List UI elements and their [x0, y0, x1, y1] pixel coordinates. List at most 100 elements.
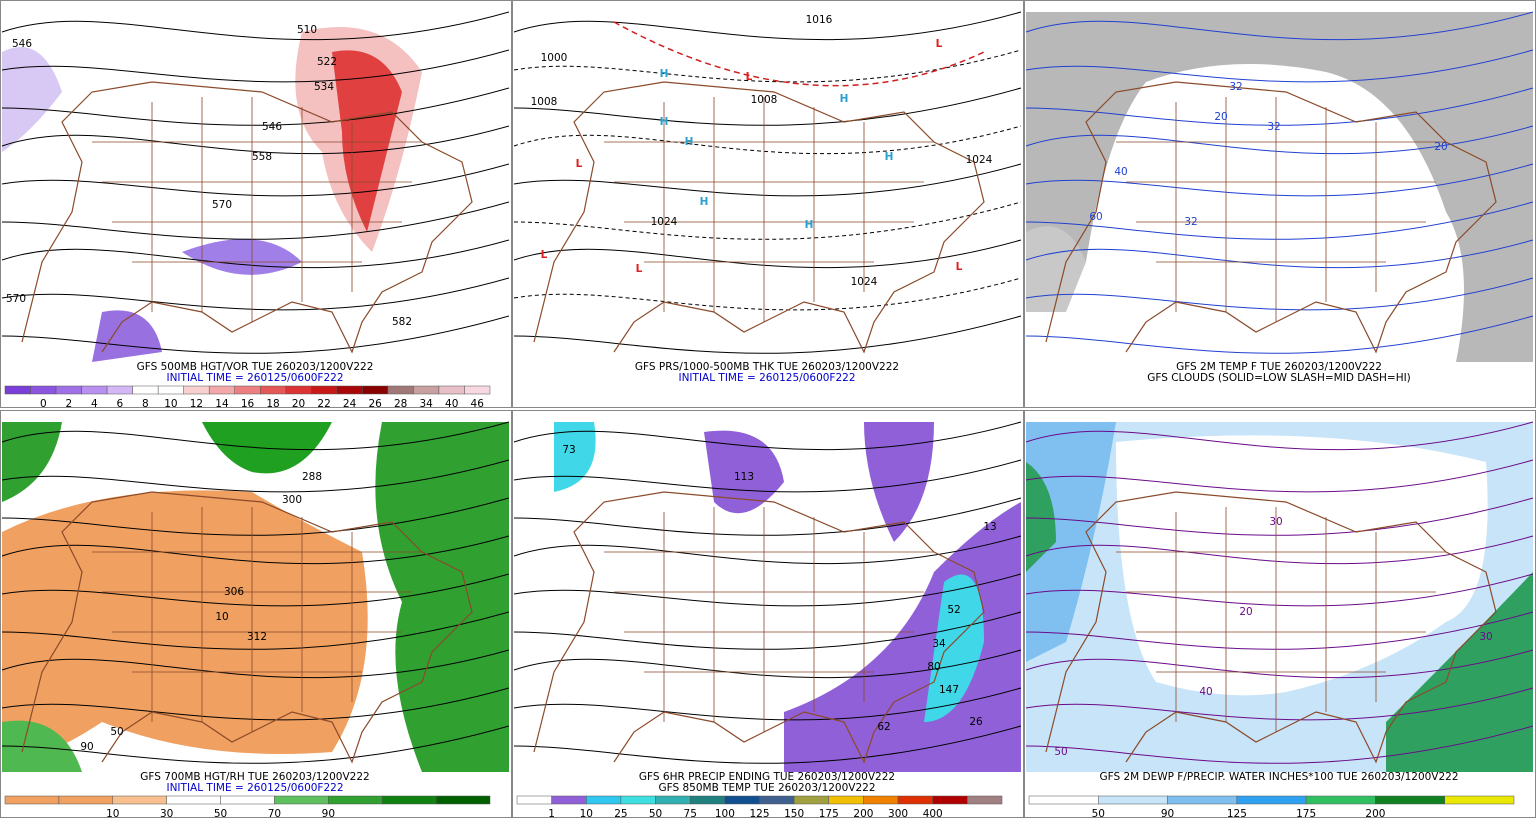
- colorbar-swatch: [932, 795, 968, 805]
- colorbar-label: 150: [784, 808, 804, 819]
- contour-label: 288: [302, 471, 322, 483]
- contour-label: 20: [1239, 606, 1252, 618]
- coastline: [1045, 81, 1497, 354]
- colorbar-label: 125: [749, 808, 769, 819]
- caption: INITIAL TIME = 260125/0600F222: [166, 782, 343, 794]
- shaded-area: [92, 310, 162, 362]
- pressure-center: L: [956, 261, 963, 273]
- map-panel: 32 32 32 20 20 40 60 GFS 2M TEMP F TUE 260203/1…: [1024, 0, 1536, 408]
- contour-line: [513, 277, 1022, 311]
- colorbar-label: 6: [117, 398, 124, 410]
- contour-label: 10: [215, 611, 228, 623]
- colorbar-swatch: [759, 795, 795, 805]
- shaded-area: [2, 422, 62, 502]
- colorbar-swatch: [274, 795, 329, 805]
- colorbar-label: 16: [241, 398, 255, 410]
- colorbar-swatch: [828, 795, 864, 805]
- contour-label: 20: [1214, 111, 1227, 123]
- contour-label: 40: [1199, 686, 1212, 698]
- pressure-center: H: [660, 116, 669, 128]
- caption: GFS 700MB HGT/RH TUE 260203/1200V222: [140, 771, 369, 783]
- colorbar-swatch: [81, 385, 108, 395]
- state-lines: [1116, 97, 1446, 322]
- colorbar-label: 30: [160, 808, 173, 819]
- colorbar-swatch: [183, 385, 210, 395]
- shaded-area: [1026, 12, 1533, 362]
- colorbar-label: 10: [580, 808, 593, 819]
- contour-label: 558: [252, 151, 272, 163]
- contour-line: [1, 649, 510, 679]
- contour-label: 60: [1089, 211, 1102, 223]
- pressure-center: H: [885, 151, 894, 163]
- contour-line: [1, 11, 510, 41]
- contour-label: 570: [212, 199, 232, 211]
- colorbar-swatch: [1444, 795, 1515, 805]
- colorbar-swatch: [1236, 795, 1307, 805]
- colorbar-swatch: [260, 385, 287, 395]
- shaded-area: [1026, 462, 1056, 572]
- contour-line: [1025, 725, 1534, 764]
- colorbar-swatch: [234, 385, 261, 395]
- contour-line: [1, 201, 510, 240]
- contour-line: [513, 497, 1022, 536]
- contour-label: 30: [1479, 631, 1492, 643]
- contour-line: [513, 725, 1022, 764]
- shaded-area: [2, 490, 368, 762]
- colorbar-label: 22: [317, 398, 330, 410]
- colorbar-label: 2: [65, 398, 72, 410]
- state-lines: [604, 507, 934, 732]
- contour-label: 32: [1184, 216, 1197, 228]
- contour-label: 32: [1267, 121, 1280, 133]
- contour-line: [1, 239, 510, 269]
- colorbar-swatch: [381, 795, 437, 805]
- colorbar-swatch: [157, 385, 184, 395]
- colorbar-swatch: [328, 795, 383, 805]
- colorbar-swatch: [551, 795, 587, 805]
- contour-line: [513, 649, 1022, 679]
- contour-line: [513, 163, 1022, 197]
- contour-line: [1025, 573, 1534, 607]
- colorbar-label: 400: [923, 808, 943, 819]
- contour-line: [513, 535, 1022, 565]
- map-area: 30 30 40 20 50: [1025, 421, 1534, 772]
- colorbar-swatch: [106, 385, 133, 395]
- coastline: [533, 491, 985, 764]
- contour-label: 32: [1229, 81, 1242, 93]
- colorbar-label: 1: [548, 808, 555, 819]
- contour-line: [1, 163, 510, 197]
- map-panel: 1000 1008 1016 1008 1024 1024 1024 H H H H H H H L L L L L…: [512, 0, 1024, 408]
- colorbar-label: 12: [190, 398, 203, 410]
- contour-label: 26: [969, 716, 983, 728]
- colorbar-swatch: [897, 795, 933, 805]
- colorbar-swatch: [516, 795, 552, 805]
- colorbar-label: 26: [368, 398, 382, 410]
- caption: GFS 2M DEWP F/PRECIP. WATER INCHES*100 T…: [1099, 771, 1458, 783]
- contour-line: [1, 497, 510, 536]
- pressure-center: L: [746, 71, 753, 83]
- contour-label: 30: [1269, 516, 1282, 528]
- shaded-area: [864, 422, 934, 542]
- contour-line: [1025, 125, 1534, 155]
- contour-label: 20: [1434, 141, 1447, 153]
- contour-line: [513, 421, 1022, 451]
- colorbar-label: 24: [343, 398, 357, 410]
- colorbar-swatch: [724, 795, 760, 805]
- contour-line: [513, 11, 1022, 41]
- caption: GFS 500MB HGT/VOR TUE 260203/1200V222: [137, 361, 374, 373]
- colorbar-swatch: [655, 795, 691, 805]
- contour-label: 147: [939, 684, 959, 696]
- contour-line: [1, 49, 510, 83]
- contour-label: 1024: [651, 216, 678, 228]
- contour-line: [1025, 497, 1534, 536]
- pressure-center: L: [636, 263, 643, 275]
- caption: GFS 6HR PRECIP ENDING TUE 260203/1200V22…: [639, 771, 895, 783]
- colorbar-label: 46: [471, 398, 485, 410]
- contour-line: [513, 573, 1022, 607]
- contour-label: 1024: [966, 154, 993, 166]
- colorbar-label: 50: [1092, 808, 1105, 819]
- contour-line: [513, 687, 1022, 721]
- colorbar-swatch: [620, 795, 656, 805]
- contour-label: 73: [562, 444, 575, 456]
